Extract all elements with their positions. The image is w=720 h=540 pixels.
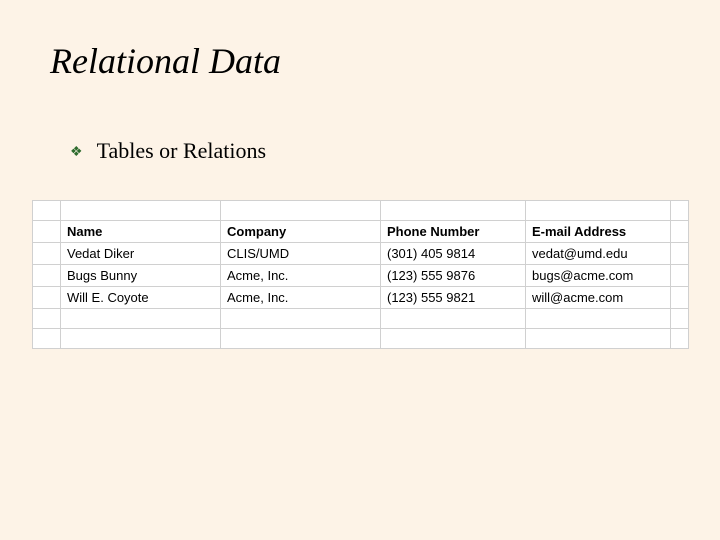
cell-email: will@acme.com: [526, 287, 671, 309]
bullet-item: ❖ Tables or Relations: [70, 138, 266, 164]
diamond-bullet-icon: ❖: [70, 143, 83, 160]
cell-blank: [221, 309, 381, 329]
cell-name: Will E. Coyote: [61, 287, 221, 309]
table-row-blank: [33, 309, 689, 329]
cell-blank: [61, 309, 221, 329]
cell-blank: [221, 329, 381, 349]
cell-rowhead: [33, 287, 61, 309]
col-header-name: Name: [61, 221, 221, 243]
cell-blank: [61, 201, 221, 221]
cell-tail: [671, 287, 689, 309]
cell-blank: [381, 329, 526, 349]
cell-rowhead: [33, 221, 61, 243]
table-row-blank: [33, 201, 689, 221]
cell-blank: [381, 309, 526, 329]
col-header-company: Company: [221, 221, 381, 243]
table-header-row: Name Company Phone Number E-mail Address: [33, 221, 689, 243]
cell-tail: [671, 329, 689, 349]
col-header-phone: Phone Number: [381, 221, 526, 243]
cell-tail: [671, 265, 689, 287]
cell-phone: (301) 405 9814: [381, 243, 526, 265]
cell-blank: [526, 201, 671, 221]
cell-tail: [671, 309, 689, 329]
cell-blank: [61, 329, 221, 349]
cell-email: vedat@umd.edu: [526, 243, 671, 265]
cell-company: CLIS/UMD: [221, 243, 381, 265]
cell-company: Acme, Inc.: [221, 265, 381, 287]
table-row: Will E. Coyote Acme, Inc. (123) 555 9821…: [33, 287, 689, 309]
table-row-blank: [33, 329, 689, 349]
cell-rowhead: [33, 309, 61, 329]
cell-rowhead: [33, 243, 61, 265]
cell-blank: [381, 201, 526, 221]
table-row: Vedat Diker CLIS/UMD (301) 405 9814 veda…: [33, 243, 689, 265]
cell-tail: [671, 243, 689, 265]
cell-tail: [671, 221, 689, 243]
col-header-email: E-mail Address: [526, 221, 671, 243]
cell-rowhead: [33, 201, 61, 221]
cell-rowhead: [33, 329, 61, 349]
cell-name: Bugs Bunny: [61, 265, 221, 287]
data-table-container: Name Company Phone Number E-mail Address…: [32, 200, 688, 349]
cell-blank: [526, 329, 671, 349]
bullet-text: Tables or Relations: [97, 138, 267, 164]
table-row: Bugs Bunny Acme, Inc. (123) 555 9876 bug…: [33, 265, 689, 287]
cell-phone: (123) 555 9821: [381, 287, 526, 309]
cell-email: bugs@acme.com: [526, 265, 671, 287]
cell-blank: [526, 309, 671, 329]
cell-rowhead: [33, 265, 61, 287]
data-table: Name Company Phone Number E-mail Address…: [32, 200, 689, 349]
cell-tail: [671, 201, 689, 221]
cell-company: Acme, Inc.: [221, 287, 381, 309]
cell-blank: [221, 201, 381, 221]
cell-name: Vedat Diker: [61, 243, 221, 265]
cell-phone: (123) 555 9876: [381, 265, 526, 287]
slide-title: Relational Data: [50, 40, 281, 82]
